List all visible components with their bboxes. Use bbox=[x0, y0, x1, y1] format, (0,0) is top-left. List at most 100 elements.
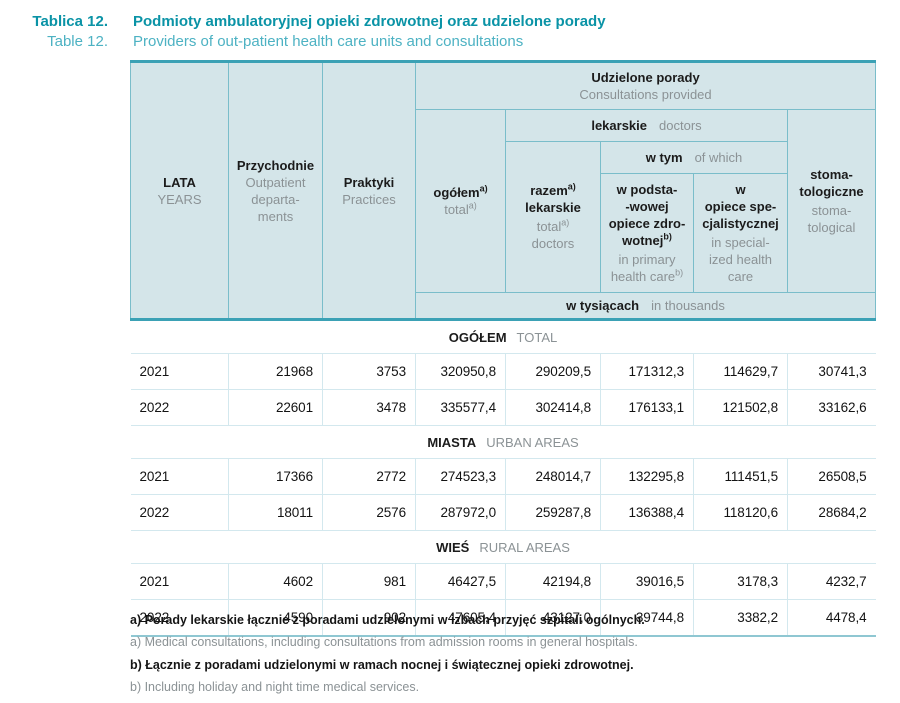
col-header-primary-care: w podsta- -wowej opiece zdro- wotnejb) i… bbox=[600, 173, 694, 293]
section-row-rural: WIEŚ RURAL AREAS bbox=[130, 530, 876, 564]
value-cell: 3753 bbox=[322, 353, 416, 390]
col-header-total: ogółema) totala) bbox=[415, 109, 506, 293]
value-cell: 4232,7 bbox=[786, 563, 876, 600]
unit-header-thousands: w tysiącach in thousands bbox=[414, 292, 877, 321]
col-header-practices-en: Practices bbox=[342, 191, 396, 207]
value-cell: 259287,8 bbox=[505, 494, 601, 531]
year-cell: 2022 bbox=[130, 494, 229, 531]
value-cell: 114629,7 bbox=[693, 353, 788, 390]
section-row-urban: MIASTA URBAN AREAS bbox=[130, 425, 876, 459]
footnote-ref-b: b) bbox=[675, 267, 684, 278]
col-header-total-doctors: razema) lekarskie totala) doctors bbox=[505, 141, 601, 293]
table-row: 2021 4602 981 46427,5 42194,8 39016,5 31… bbox=[130, 563, 876, 600]
value-cell: 118120,6 bbox=[693, 494, 788, 531]
col-header-stomatological-en: stoma- tological bbox=[807, 203, 856, 235]
table-row: 2021 21968 3753 320950,8 290209,5 171312… bbox=[130, 353, 876, 390]
value-cell: 2772 bbox=[322, 458, 416, 495]
value-cell: 176133,1 bbox=[600, 389, 694, 426]
value-cell: 111451,5 bbox=[693, 458, 788, 495]
table-number-pl: Tablica 12. bbox=[32, 13, 108, 30]
value-cell: 132295,8 bbox=[600, 458, 694, 495]
value-cell: 902 bbox=[322, 599, 416, 637]
table-header: LATA YEARS Przychodnie Outpatient depart… bbox=[130, 61, 877, 321]
col-header-total-pl: ogółema) bbox=[433, 183, 488, 200]
group-header-doctors-pl: lekarskie bbox=[591, 118, 648, 133]
col-header-practices: Praktyki Practices bbox=[322, 61, 416, 320]
footnote-a-pl: a) Porady lekarskie łącznie z poradami u… bbox=[130, 613, 645, 627]
value-cell: 981 bbox=[322, 563, 416, 600]
value-cell: 171312,3 bbox=[600, 353, 694, 390]
section-label-en: RURAL AREAS bbox=[479, 539, 570, 555]
section-label-en: TOTAL bbox=[516, 329, 558, 345]
value-cell: 287972,0 bbox=[415, 494, 506, 531]
unit-header-en: in thousands bbox=[651, 298, 725, 313]
value-cell: 121502,8 bbox=[693, 389, 788, 426]
value-cell: 4590 bbox=[228, 599, 323, 637]
value-cell: 4602 bbox=[228, 563, 323, 600]
value-cell: 3178,3 bbox=[693, 563, 788, 600]
col-header-specialized-care: w opiece spe- cjalistycznej in special- … bbox=[693, 173, 788, 293]
col-header-years: LATA YEARS bbox=[130, 61, 229, 320]
footnote-ref-b: b) bbox=[663, 231, 672, 242]
footnotes: a) Porady lekarskie łącznie z poradami u… bbox=[130, 613, 880, 703]
section-row-total: OGÓŁEM TOTAL bbox=[130, 318, 876, 354]
year-cell: 2022 bbox=[130, 599, 229, 637]
page-title-pl: Podmioty ambulatoryjnej opieki zdrowotne… bbox=[133, 13, 606, 30]
title-row-polish: Tablica 12. Podmioty ambulatoryjnej opie… bbox=[0, 12, 880, 32]
footnote-ref-a: a) bbox=[567, 181, 576, 192]
value-cell: 22601 bbox=[228, 389, 323, 426]
year-cell: 2021 bbox=[130, 563, 229, 600]
value-cell: 42194,8 bbox=[505, 563, 601, 600]
group-header-of-which-en: of which bbox=[694, 150, 743, 165]
footnote-b-en: b) Including holiday and night time medi… bbox=[130, 680, 420, 694]
year-cell: 2021 bbox=[130, 458, 229, 495]
value-cell: 302414,8 bbox=[505, 389, 601, 426]
value-cell: 3478 bbox=[322, 389, 416, 426]
col-header-total-doctors-pl: razema) bbox=[530, 181, 576, 198]
col-header-years-en: YEARS bbox=[157, 191, 202, 207]
col-header-outpatient-pl: Przychodnie bbox=[236, 157, 315, 173]
section-label-pl: OGÓŁEM bbox=[448, 329, 507, 345]
col-header-years-pl: LATA bbox=[163, 174, 196, 190]
value-cell: 33162,6 bbox=[786, 389, 876, 426]
group-header-doctors-en: doctors bbox=[659, 118, 702, 133]
title-row-english: Table 12. Providers of out-patient healt… bbox=[0, 32, 880, 52]
table-body: OGÓŁEM TOTAL 2021 21968 3753 320950,8 290… bbox=[130, 318, 876, 637]
value-cell: 335577,4 bbox=[415, 389, 506, 426]
col-header-outpatient-en: Outpatient departa- ments bbox=[245, 174, 306, 224]
col-header-outpatient-departments: Przychodnie Outpatient departa- ments bbox=[228, 61, 323, 320]
value-cell: 248014,7 bbox=[505, 458, 601, 495]
section-label-en: URBAN AREAS bbox=[486, 434, 579, 450]
value-cell: 320950,8 bbox=[415, 353, 506, 390]
col-header-specialized-care-pl: w opiece spe- cjalistycznej bbox=[702, 182, 779, 231]
year-cell: 2022 bbox=[130, 389, 229, 426]
value-cell: 28684,2 bbox=[786, 494, 876, 531]
col-header-practices-pl: Praktyki bbox=[343, 174, 395, 190]
col-header-total-en: totala) bbox=[444, 200, 477, 217]
table-row: 2022 4590 902 47605,4 43127,0 39744,8 33… bbox=[130, 599, 876, 637]
value-cell: 39744,8 bbox=[600, 599, 694, 637]
col-header-total-doctors-en: totala) bbox=[536, 217, 570, 234]
unit-header-pl: w tysiącach bbox=[566, 298, 640, 313]
footnote-b-pl: b) Łącznie z poradami udzielonymi w rama… bbox=[130, 658, 634, 672]
page-title-en: Providers of out-patient health care uni… bbox=[133, 33, 524, 50]
footnote-a-en: a) Medical consultations, including cons… bbox=[130, 635, 638, 649]
year-cell: 2021 bbox=[130, 353, 229, 390]
col-header-stomatological: stoma- tologiczne stoma- tological bbox=[786, 109, 877, 293]
col-header-specialized-care-en: in special- ized health care bbox=[709, 235, 772, 284]
value-cell: 18011 bbox=[228, 494, 323, 531]
value-cell: 21968 bbox=[228, 353, 323, 390]
value-cell: 46427,5 bbox=[415, 563, 506, 600]
value-cell: 43127,0 bbox=[505, 599, 601, 637]
footnote-ref-a: a) bbox=[561, 217, 570, 228]
value-cell: 47605,4 bbox=[415, 599, 506, 637]
value-cell: 17366 bbox=[228, 458, 323, 495]
value-cell: 3382,2 bbox=[693, 599, 788, 637]
col-header-primary-care-pl: w podsta- -wowej opiece zdro- bbox=[608, 182, 686, 231]
table-row: 2022 22601 3478 335577,4 302414,8 176133… bbox=[130, 389, 876, 426]
col-header-primary-care-en: in primary bbox=[618, 252, 676, 267]
section-label-pl: WIEŚ bbox=[436, 539, 470, 555]
group-header-of-which: w tym of which bbox=[600, 141, 788, 174]
section-label-pl: MIASTA bbox=[427, 434, 477, 450]
